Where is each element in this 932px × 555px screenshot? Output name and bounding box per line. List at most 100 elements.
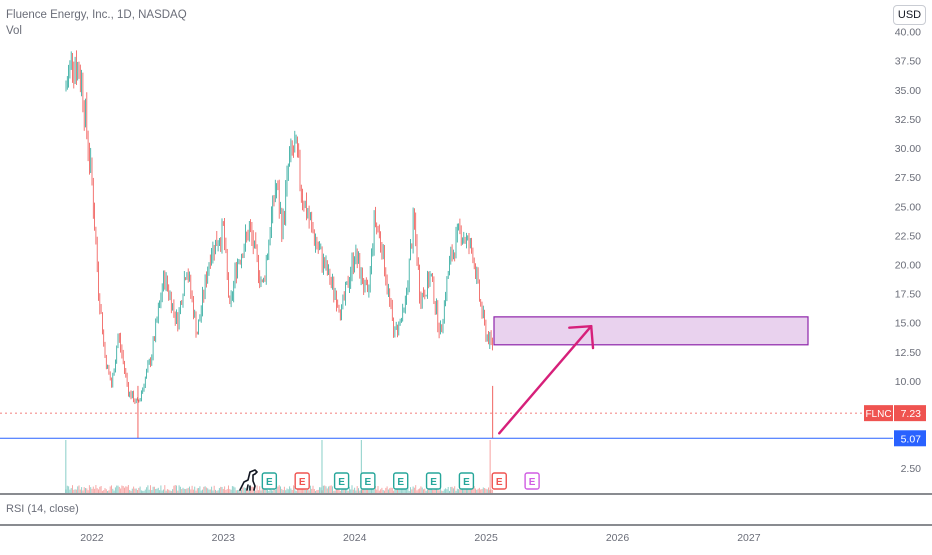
earnings-marker[interactable]: E <box>261 472 278 490</box>
volume-bar <box>147 485 149 493</box>
volume-bar <box>235 490 237 493</box>
earnings-marker[interactable]: E <box>524 472 540 490</box>
volume-bar <box>152 486 154 493</box>
rsi-indicator-label[interactable]: RSI (14, close) <box>6 503 79 515</box>
volume-bar <box>234 487 236 493</box>
volume-bar <box>78 485 80 493</box>
earnings-marker-label: E <box>463 477 470 488</box>
price-axis[interactable]: 2.50 10.00 12.50 15.00 17.50 20.00 22.50 25.00 2… <box>895 27 921 476</box>
target-zone-box <box>493 316 809 346</box>
volume-bar <box>211 486 213 493</box>
earnings-marker[interactable]: E <box>360 472 376 490</box>
volume-bar <box>133 486 135 493</box>
trend-arrow-head <box>590 324 595 350</box>
volume-bar <box>161 490 163 493</box>
volume-bar <box>111 485 112 493</box>
volume-bar <box>77 486 79 493</box>
volume-bar <box>455 490 457 493</box>
volume-bar <box>412 486 414 493</box>
volume-bar <box>480 489 482 493</box>
volume-bar <box>92 486 94 493</box>
volume-bar <box>372 489 374 493</box>
earnings-marker[interactable]: E <box>458 472 475 490</box>
volume-indicator-label[interactable]: Vol <box>6 25 22 37</box>
volume-bar <box>85 488 86 493</box>
volume-bar <box>121 485 123 493</box>
volume-bar <box>304 489 306 493</box>
volume-bar <box>143 490 145 493</box>
volume-bar <box>181 489 183 493</box>
volume-bar <box>313 489 315 493</box>
volume-bar <box>150 485 151 493</box>
volume-bar <box>441 490 443 493</box>
volume-bar <box>355 490 357 493</box>
volume-bar <box>231 486 233 493</box>
volume-bar <box>113 490 115 493</box>
volume-bar <box>242 487 244 493</box>
earnings-marker[interactable]: E <box>333 472 350 490</box>
volume-bar <box>438 490 440 493</box>
drawings[interactable] <box>0 316 893 439</box>
volume-bar <box>335 487 337 493</box>
volume-bar <box>112 488 114 493</box>
volume-bar <box>263 487 265 493</box>
volume-bars <box>65 440 493 493</box>
volume-bar <box>203 486 205 493</box>
volume-bar <box>95 485 97 493</box>
volume-bar <box>163 489 164 493</box>
volume-bar <box>146 487 148 493</box>
volume-bar <box>238 490 240 493</box>
volume-bar <box>230 489 232 493</box>
volume-bar <box>224 486 226 493</box>
y-tick-label: 10.00 <box>895 376 921 388</box>
volume-bar <box>221 487 223 493</box>
volume-bar <box>277 486 279 493</box>
volume-bar <box>174 485 176 493</box>
earnings-marker[interactable]: E <box>491 472 507 490</box>
volume-bar <box>311 488 313 493</box>
volume-bar <box>70 488 72 493</box>
earnings-marker[interactable]: E <box>393 472 409 490</box>
volume-bar <box>460 487 462 493</box>
time-axis[interactable]: 2022 2023 2024 2025 2026 2027 <box>80 532 760 544</box>
volume-bar <box>296 489 298 493</box>
volume-bar <box>361 486 363 493</box>
volume-bar <box>463 489 465 493</box>
volume-bar <box>91 488 93 493</box>
volume-bar <box>194 486 196 493</box>
volume-bar <box>451 486 453 493</box>
volume-bar <box>272 490 274 493</box>
volume-bar <box>164 485 166 493</box>
volume-bar <box>445 488 447 493</box>
volume-bar <box>290 488 292 493</box>
x-tick-label: 2027 <box>737 532 761 544</box>
volume-bar <box>94 488 96 493</box>
volume-bar <box>187 487 189 493</box>
volume-bar <box>429 488 431 493</box>
volume-bar <box>436 486 437 493</box>
volume-bar <box>373 486 375 493</box>
volume-bar <box>233 486 235 493</box>
earnings-marker-label: E <box>496 477 503 488</box>
volume-bar <box>347 490 349 493</box>
volume-bar <box>251 486 253 493</box>
volume-bar <box>489 490 491 493</box>
volume-bar <box>306 489 307 493</box>
earnings-marker[interactable]: E <box>425 472 442 490</box>
volume-bar <box>120 488 122 493</box>
currency-button[interactable]: USD <box>893 5 926 25</box>
volume-bar <box>456 488 458 493</box>
volume-bar <box>477 488 479 493</box>
earnings-marker[interactable]: E <box>294 472 310 490</box>
volume-bar <box>484 488 486 493</box>
volume-bar <box>256 485 258 493</box>
volume-bar <box>73 489 75 493</box>
volume-bar <box>339 490 341 493</box>
volume-bar <box>83 487 85 493</box>
volume-bar <box>103 490 105 493</box>
volume-bar <box>482 487 484 493</box>
volume-bar <box>294 486 296 493</box>
